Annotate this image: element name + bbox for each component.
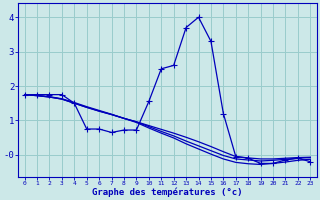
X-axis label: Graphe des températures (°c): Graphe des températures (°c): [92, 187, 243, 197]
